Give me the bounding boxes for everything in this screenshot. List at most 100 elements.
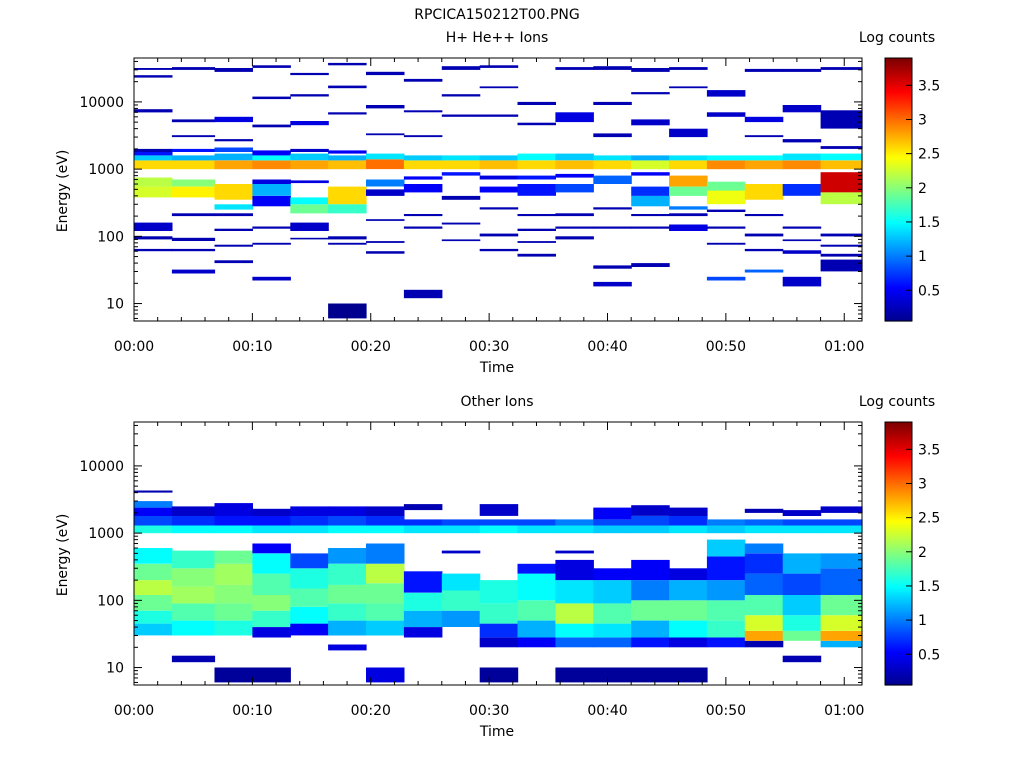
colorbar-swatch	[885, 71, 912, 75]
colorbar-swatch	[885, 639, 912, 642]
heatmap-cell	[744, 631, 784, 641]
colorbar-swatch	[885, 573, 912, 577]
heatmap-cell	[290, 160, 329, 170]
colorbar-swatch	[885, 645, 912, 648]
colorbar-swatch	[885, 231, 912, 234]
colorbar-swatch	[885, 553, 912, 557]
heatmap-cell	[171, 620, 216, 636]
y-axis: 10 100 1000 10000	[79, 424, 862, 683]
heatmap-cell	[441, 222, 481, 225]
colorbar-swatch	[885, 497, 912, 501]
colorbar-swatch	[885, 301, 912, 304]
heatmap-cell	[290, 568, 329, 589]
x-tick-label: 00:20	[351, 339, 391, 355]
heatmap-cell	[706, 226, 746, 229]
heatmap-cell	[328, 62, 367, 66]
colorbar-swatch	[885, 481, 912, 485]
heatmap-cell	[744, 116, 784, 123]
colorbar-tick-label: 1	[918, 613, 927, 629]
colorbar-swatch	[885, 571, 912, 575]
heatmap-cell	[252, 627, 291, 638]
colorbar-swatch	[885, 581, 912, 584]
x-tick-label: 00:40	[587, 703, 627, 719]
heatmap-cell	[134, 563, 173, 581]
colorbar-swatch	[885, 79, 912, 83]
colorbar-swatch	[885, 499, 912, 503]
colorbar-swatch	[885, 251, 912, 254]
colorbar-swatch	[885, 239, 912, 242]
heatmap-cell	[517, 175, 556, 180]
heatmap-cell	[479, 160, 519, 170]
heatmap-cell	[593, 265, 632, 269]
heatmap-cell	[706, 556, 746, 581]
heatmap-cell	[555, 213, 594, 217]
colorbar-swatch	[885, 539, 912, 543]
heatmap-cell	[366, 189, 405, 196]
heatmap-cell	[593, 133, 632, 138]
colorbar-swatch	[885, 181, 912, 185]
colorbar-swatch	[885, 65, 912, 69]
colorbar-swatch	[885, 455, 912, 459]
heatmap-cell	[517, 637, 556, 648]
heatmap-cell	[782, 226, 822, 229]
heatmap-cell	[214, 147, 253, 152]
colorbar-swatch	[885, 663, 912, 666]
colorbar-swatch	[885, 309, 912, 312]
heatmap-cell	[366, 251, 405, 254]
colorbar-swatch	[885, 603, 912, 606]
colorbar-swatch	[885, 655, 912, 658]
colorbar-swatch	[885, 475, 912, 479]
heatmap-cell	[328, 548, 367, 564]
heatmap-cell	[517, 525, 556, 534]
heatmap-cell	[517, 563, 556, 574]
heatmap-cell	[820, 568, 863, 595]
heatmap-cell	[328, 236, 367, 240]
x-tick-label: 00:30	[469, 703, 509, 719]
colorbar-swatch	[885, 445, 912, 449]
heatmap-cell	[744, 248, 784, 252]
heatmap-cell	[290, 525, 329, 534]
heatmap-cell	[820, 244, 863, 247]
panel-title: Other Ions	[460, 394, 533, 410]
heatmap-cell	[403, 184, 443, 193]
heatmap-cell	[403, 504, 443, 511]
colorbar-swatch	[885, 129, 912, 133]
heatmap-cell	[744, 155, 784, 161]
colorbar-swatch	[885, 225, 912, 228]
colorbar-swatch	[885, 243, 912, 246]
x-tick-label: 00:40	[587, 339, 627, 355]
heatmap-cell	[328, 303, 367, 319]
heatmap-cell	[134, 148, 173, 152]
heatmap-cell	[441, 172, 481, 176]
colorbar-swatch	[885, 505, 912, 509]
colorbar-swatch	[885, 677, 912, 680]
colorbar-swatch	[885, 289, 912, 292]
heatmap-cell	[479, 623, 519, 638]
colorbar-swatch	[885, 605, 912, 608]
colorbar-frame	[884, 421, 913, 686]
x-tick-label: 00:00	[114, 339, 154, 355]
colorbar-swatch	[885, 217, 912, 220]
heatmap-cell	[214, 503, 253, 516]
colorbar-swatch	[885, 453, 912, 457]
heatmap-cell	[252, 525, 291, 534]
colorbar-swatch	[885, 583, 912, 586]
colorbar-swatch	[885, 515, 912, 519]
heatmap-cell	[403, 78, 443, 82]
colorbar-swatch	[885, 595, 912, 598]
colorbar-swatch	[885, 451, 912, 455]
heatmap-cell	[290, 623, 329, 636]
heatmap-cell	[744, 640, 784, 648]
heatmap-cell	[214, 213, 253, 217]
heatmap-cell	[669, 507, 708, 516]
panel-other-ions: Other Ions Log counts 10 100 1000 10000 00:…	[55, 394, 940, 740]
heatmap-cell	[669, 86, 708, 89]
heatmap-cell	[328, 155, 367, 161]
heatmap-cell	[669, 620, 708, 638]
heatmap-cell	[744, 233, 784, 237]
heatmap-cell	[669, 580, 708, 601]
heatmap-cell	[328, 186, 367, 205]
heatmap-cell	[517, 241, 556, 243]
heatmap-cell	[744, 160, 784, 170]
heatmap-cell	[593, 603, 632, 624]
